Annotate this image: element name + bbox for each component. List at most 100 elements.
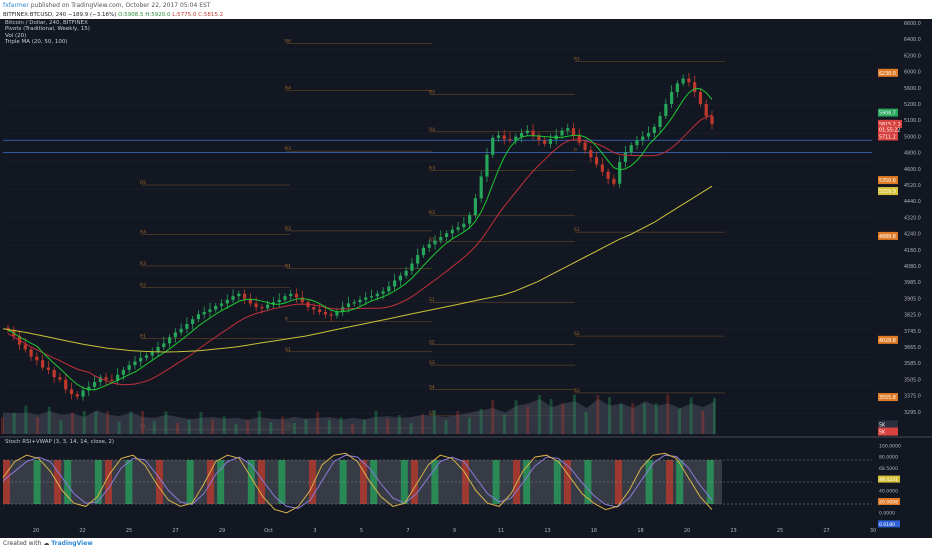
candle-body [110,379,114,381]
candle-body [485,154,489,177]
candle-body [618,162,622,184]
stoch-legend[interactable]: Stoch RSI+VWAP (3, 3, 14, 14, close, 2) [5,439,114,445]
volume-bar [12,412,16,434]
price-tag-label: 5711.2 [879,134,896,140]
pivot-label: S3 [574,388,580,394]
candle-body [52,369,56,378]
price-tag-label: 5908.7 [879,111,896,117]
y-tick-label: 5200.0 [904,102,921,108]
pivot-label: S3 [429,360,435,366]
legend-title[interactable]: Bitcoin / Dollar, 240, BITFINEX [5,20,88,26]
candle-body [635,140,639,146]
candle-body [681,78,685,84]
pivot-label: R2 [285,226,291,232]
candle-body [508,139,512,141]
legend-volume[interactable]: Vol (20) [5,32,27,39]
candle-body [473,198,478,216]
chart-background [0,19,932,538]
candle-body [139,357,143,362]
candle-body [491,137,495,155]
candle-body [121,369,126,375]
candle-body [629,145,633,153]
volume-bar [444,420,448,434]
price-tag-label: 3555.8 [879,395,896,401]
y-tick-label: 6000.0 [904,70,921,76]
candle-body [277,299,281,303]
candle-body [687,78,691,83]
x-tick-label: 18 [637,528,643,534]
volume-bar [549,398,553,434]
y-tick-label: 4320.0 [904,215,921,221]
candle-body [468,215,472,224]
volume-bar [596,395,600,434]
candle-body [427,244,431,248]
pivot-label: S4 [429,384,435,390]
candle-body [23,344,27,350]
price-tag [878,335,898,344]
candle-body [196,314,201,320]
candle-body [179,328,183,333]
author-link[interactable]: fxfarmer [3,2,29,9]
pivot-label: R1 [429,237,435,243]
stoch-tick-label: 40.0000 [879,488,898,494]
price-tag [878,108,898,117]
tradingview-logo-icon[interactable]: ☁ [43,540,50,547]
candle-body [6,327,10,331]
volume-bar [491,400,495,434]
candle-body [410,263,414,271]
volume-bar [36,417,40,434]
y-tick-label: 6400.0 [904,37,921,43]
volume-bar [211,420,215,434]
candle-body [589,149,593,158]
y-tick-label: 3585.0 [904,361,921,367]
candle-body [421,247,426,256]
symbol-bar: BITFINEX:BTCUSD, 240 −189.9 (−3.16%) O:5… [0,11,932,19]
volume-bar [701,410,705,434]
volume-bar [642,403,646,434]
pivot-label: R1 [285,263,291,269]
pivot-label: R1 [140,334,146,340]
candle-body [623,152,628,163]
price-change: −189.9 (−3.16%) [67,12,117,18]
candle-body [560,130,564,136]
candle-body [225,299,229,304]
candle-body [381,291,385,294]
volume-bar [619,403,623,434]
price-tag-label: 5K [879,422,886,428]
candle-body [283,296,287,300]
candle-body [329,314,333,316]
candle-body [98,377,102,383]
y-tick-label: 3905.0 [904,296,921,302]
volume-bar [304,419,308,434]
candle-body [214,305,218,310]
candle-body [191,319,195,324]
volume-bar [129,411,133,434]
stoch-signal-bar [33,460,41,504]
volume-bar [514,400,518,434]
y-tick-label: 4800.0 [904,151,921,157]
stoch-signal-bar [94,460,102,504]
candle-body [479,176,483,199]
pivot-label: R5 [140,180,146,186]
candle-body [150,351,154,356]
candle-body [156,346,160,352]
y-tick-label: 3505.0 [904,377,921,383]
low-value: L:5775.0 [172,12,197,18]
candle-body [248,298,252,304]
pivot-label: R4 [429,127,435,133]
y-tick-label: 5000.0 [904,134,921,140]
price-chart[interactable]: 6600.06400.06200.06000.05600.05200.05100… [0,19,932,538]
pivot-label: S1 [285,347,291,353]
candle-body [502,135,506,140]
candle-body [271,302,276,305]
candle-body [606,171,610,179]
tradingview-brand[interactable]: TradingView [51,540,93,547]
y-tick-label: 3745.0 [904,329,921,335]
y-tick-label: 3825.0 [904,313,921,319]
ma20-line [7,88,713,391]
candle-body [41,360,45,368]
candle-body [185,323,189,329]
legend-pivots[interactable]: Pivots (Traditional, Weekly, 15) [5,26,90,33]
legend-triple-ma[interactable]: Triple MA (20, 50, 100) [5,39,68,46]
x-tick-label: 25 [126,528,132,534]
